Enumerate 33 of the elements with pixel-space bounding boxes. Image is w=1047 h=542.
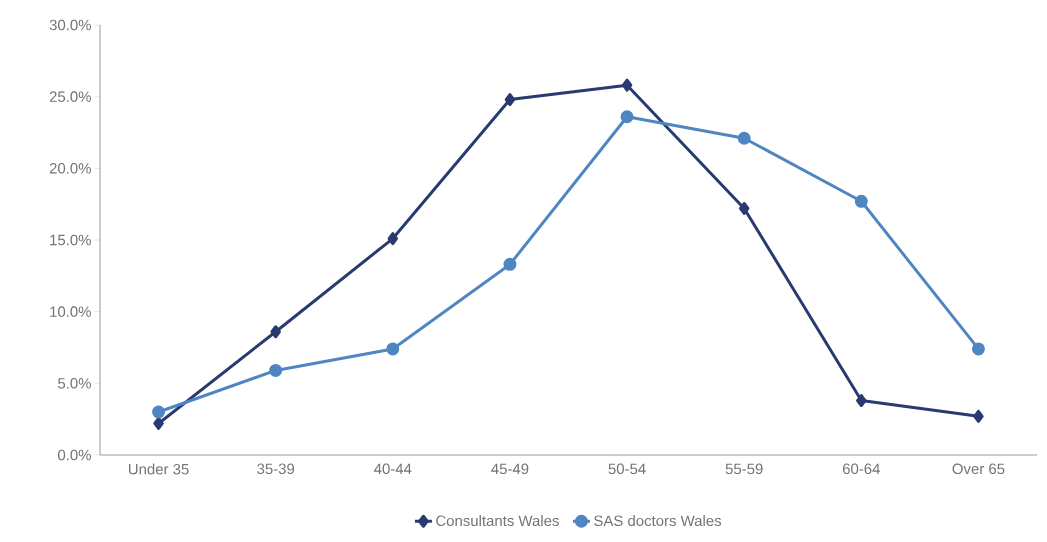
legend-label: SAS doctors Wales [594, 515, 722, 527]
x-tick-label: Under 35 [128, 463, 189, 475]
y-tick-label: 30.0% [49, 19, 91, 31]
point [971, 342, 985, 356]
x-tick-label: 45-49 [491, 463, 529, 475]
point [152, 405, 166, 419]
point [737, 131, 751, 145]
x-tick-label: 50-54 [608, 463, 646, 475]
x-tick-label: 60-64 [842, 463, 880, 475]
x-tick-label: 35-39 [257, 463, 295, 475]
point [153, 416, 164, 430]
point [738, 201, 750, 215]
y-tick-label: 20.0% [49, 163, 91, 174]
y-tick-label: 25.0% [49, 91, 91, 102]
point [387, 232, 399, 246]
legend-label: Consultants Wales [436, 515, 559, 527]
y-tick-label: 10.0% [50, 306, 91, 317]
point [621, 78, 633, 92]
x-tick-label: 40-44 [374, 463, 412, 475]
y-tick-label: 5.0% [58, 378, 91, 389]
point [973, 409, 984, 423]
point [269, 363, 283, 377]
y-tick-label: 0.0% [57, 449, 91, 461]
point [856, 394, 867, 408]
point [386, 342, 400, 356]
x-tick-label: 55-59 [725, 463, 763, 475]
y-tick-label: 15.0% [50, 234, 91, 246]
point [270, 325, 281, 339]
point [504, 93, 516, 107]
point [854, 194, 868, 208]
x-tick-label: Over 65 [952, 463, 1005, 475]
point [620, 110, 634, 124]
point [503, 257, 517, 271]
